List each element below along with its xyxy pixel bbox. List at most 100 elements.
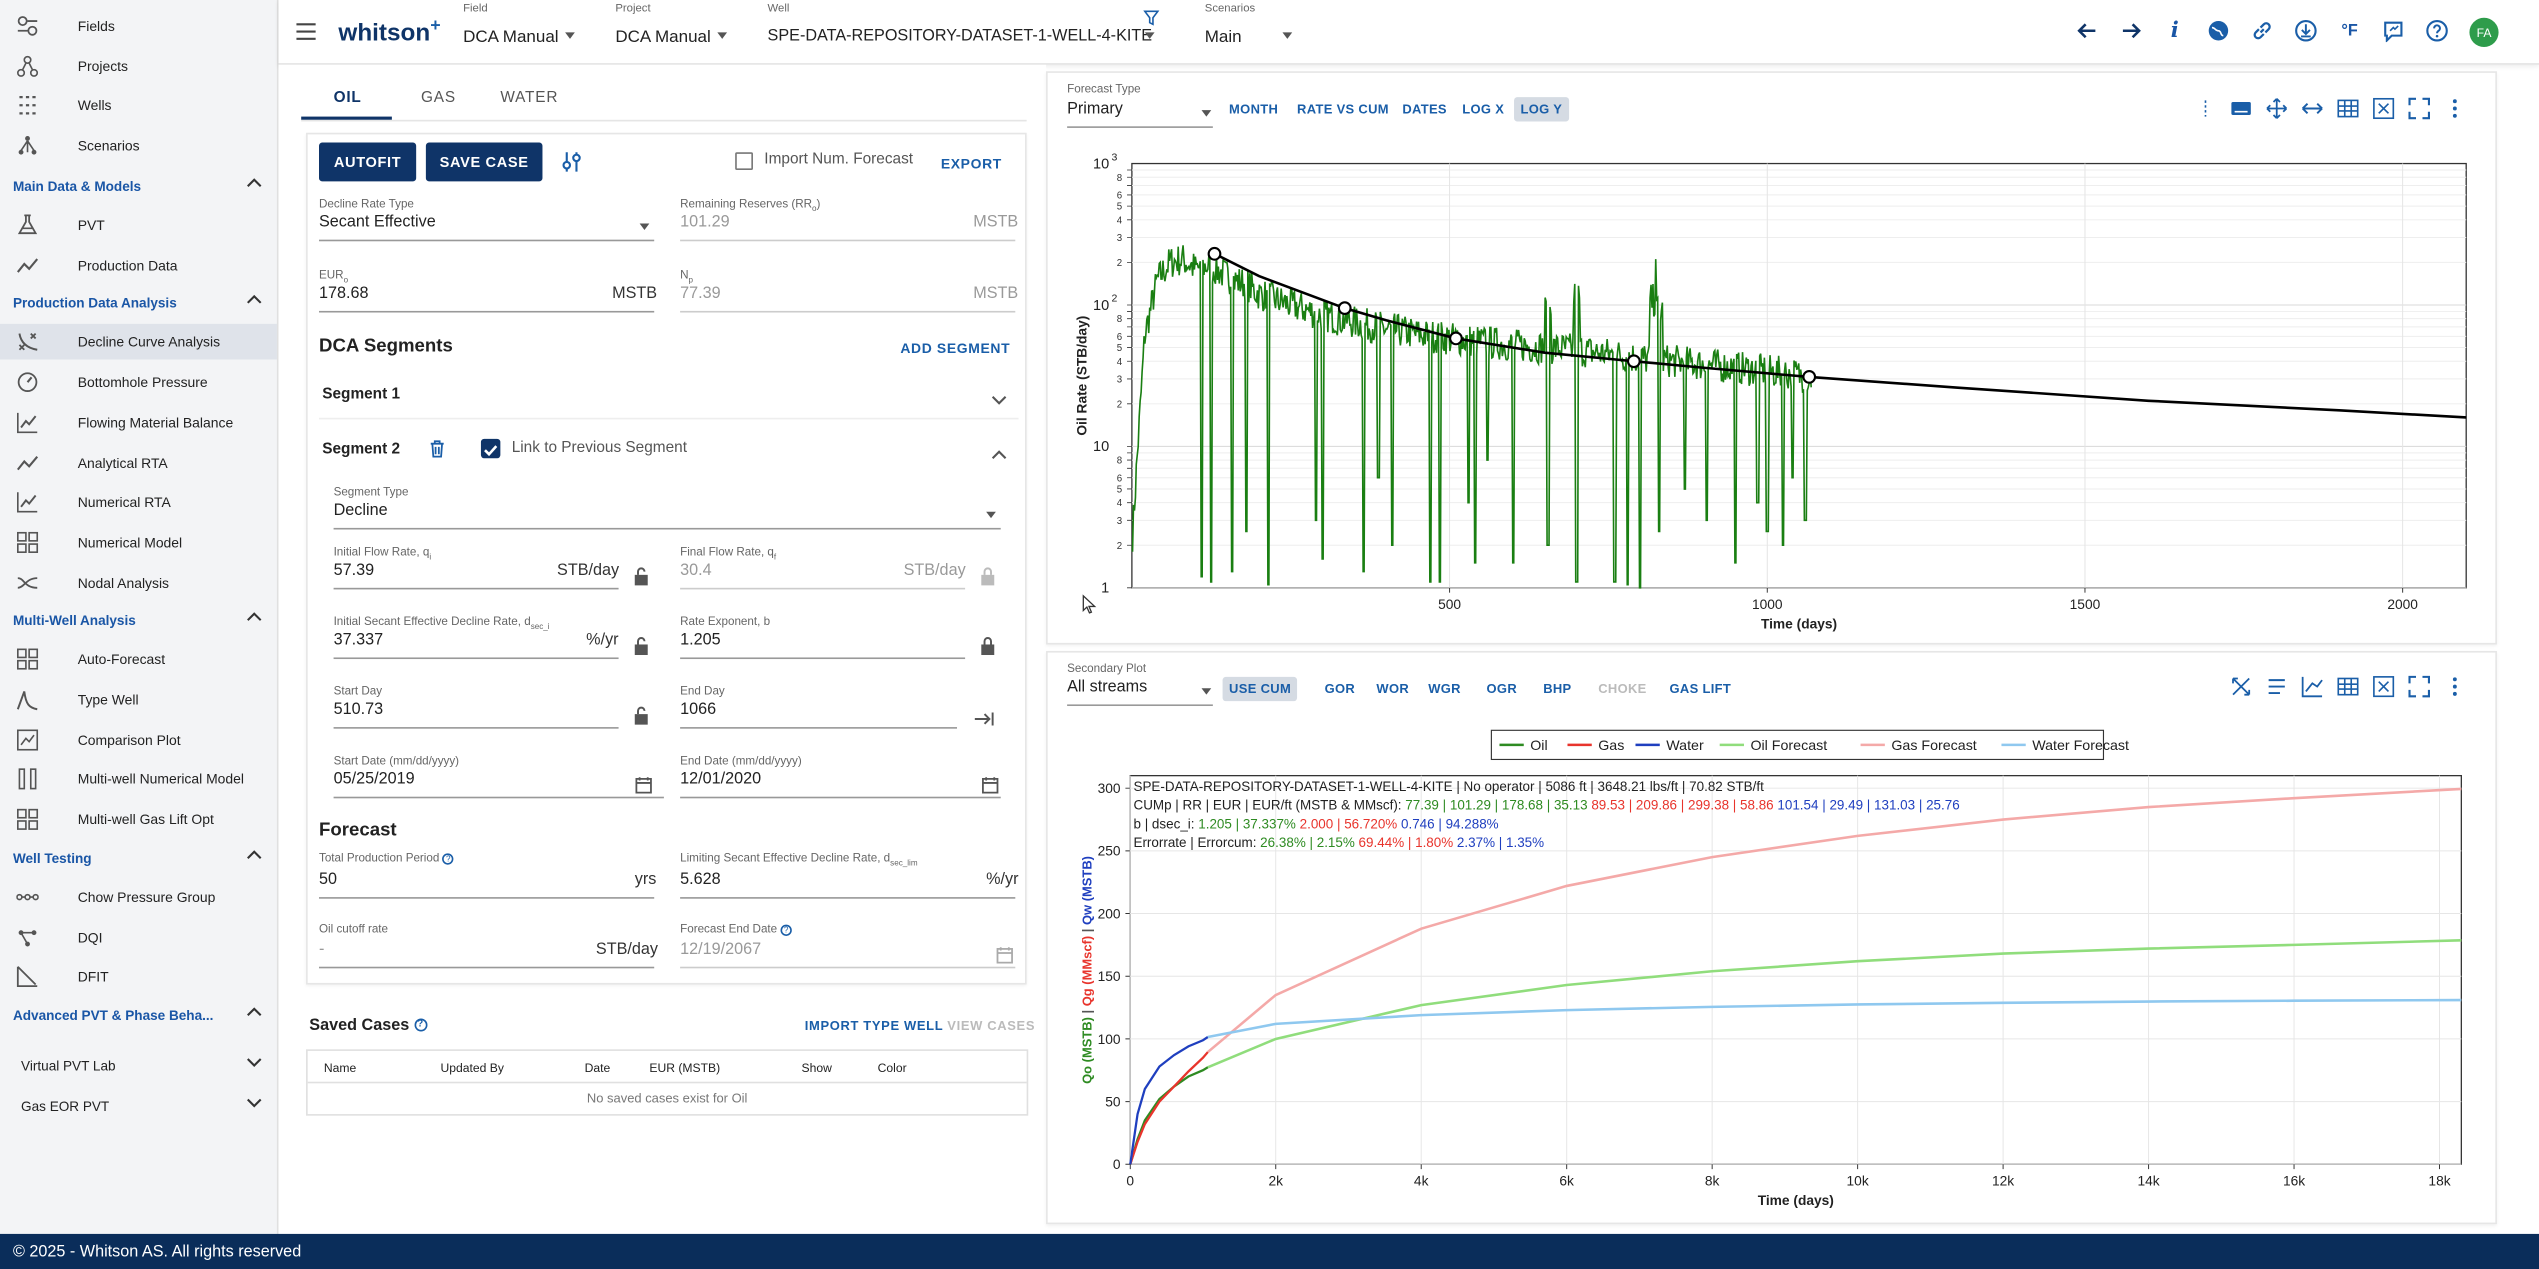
plot-option-button[interactable]: LOG Y bbox=[1514, 97, 1569, 122]
legend-label[interactable]: Oil Forecast bbox=[1750, 738, 1827, 754]
sidebar-item-multi-well-numerical-model[interactable]: Multi-well Numerical Model bbox=[0, 762, 277, 798]
forecast-type-select[interactable]: Primary bbox=[1067, 100, 1123, 119]
globe-icon[interactable] bbox=[2204, 16, 2233, 45]
qi-value[interactable]: 57.39 bbox=[333, 561, 375, 580]
sidebar-item-numerical-model[interactable]: Numerical Model bbox=[0, 524, 277, 560]
fullscreen-icon[interactable] bbox=[2408, 675, 2431, 698]
more-vert-icon[interactable] bbox=[2444, 97, 2467, 120]
project-select[interactable]: Project DCA Manual bbox=[615, 3, 745, 58]
plot-option-button[interactable]: OGR bbox=[1486, 681, 1518, 697]
decline-rate-type-value[interactable]: Secant Effective bbox=[319, 213, 436, 232]
sidebar-item-auto-forecast[interactable]: Auto-Forecast bbox=[0, 642, 277, 678]
sidebar-section-header[interactable]: Multi-Well Analysis bbox=[13, 604, 266, 636]
legend-label[interactable]: Water Forecast bbox=[2032, 738, 2129, 754]
plot-option-button[interactable]: LOG X bbox=[1462, 102, 1505, 117]
segment-handle[interactable] bbox=[1802, 370, 1817, 384]
trash-icon[interactable] bbox=[429, 437, 445, 458]
sidebar-item-flowing-material-balance[interactable]: Flowing Material Balance bbox=[0, 404, 277, 440]
lock-open-icon[interactable] bbox=[633, 565, 649, 586]
segment-handle[interactable] bbox=[1626, 354, 1641, 369]
start-date-value[interactable]: 05/25/2019 bbox=[333, 770, 415, 789]
autofit-button[interactable]: AUTOFIT bbox=[319, 142, 417, 182]
sidebar-item-dfit[interactable]: DFIT bbox=[0, 959, 277, 995]
plot-option-button[interactable]: DATES bbox=[1402, 102, 1447, 117]
sidebar-section-header[interactable]: Advanced PVT & Phase Beha... bbox=[13, 999, 266, 1031]
legend-label[interactable]: Oil bbox=[1530, 738, 1547, 754]
help-icon[interactable]: ? bbox=[442, 852, 454, 865]
tune-icon[interactable] bbox=[560, 151, 583, 174]
sidebar-item-wells[interactable]: Wells bbox=[0, 88, 277, 124]
start-day-value[interactable]: 510.73 bbox=[333, 701, 384, 719]
avatar[interactable]: FA bbox=[2469, 17, 2499, 47]
fullscreen-icon[interactable] bbox=[2408, 97, 2431, 120]
temperature-unit-icon[interactable]: °F bbox=[2341, 21, 2358, 40]
sidebar-item-nodal-analysis[interactable]: Nodal Analysis bbox=[0, 564, 277, 600]
legend-label[interactable]: Gas Forecast bbox=[1891, 738, 1976, 754]
plot-option-button[interactable]: GOR bbox=[1324, 681, 1356, 697]
end-date-value[interactable]: 12/01/2020 bbox=[680, 770, 762, 789]
limiting-decline-value[interactable]: 5.628 bbox=[680, 871, 721, 889]
legend-label[interactable]: Gas bbox=[1598, 738, 1624, 754]
legend-icon[interactable] bbox=[2265, 675, 2288, 698]
autoscale-icon[interactable] bbox=[2230, 675, 2253, 698]
segment-handle[interactable] bbox=[1207, 246, 1222, 261]
legend-label[interactable]: Water bbox=[1666, 738, 1704, 754]
segment-handle[interactable] bbox=[1337, 301, 1352, 316]
plot-option-button[interactable]: GAS LIFT bbox=[1669, 681, 1732, 697]
filter-icon[interactable] bbox=[1143, 5, 1160, 26]
move-icon[interactable] bbox=[2265, 97, 2288, 120]
sidebar-item-comparison-plot[interactable]: Comparison Plot bbox=[0, 722, 277, 758]
segment-handle[interactable] bbox=[1449, 331, 1463, 346]
cumulative-chart[interactable]: 0 50 100 150 200 250 300 0 2k 4k 6k 8k 10k 12k 14k 16k 1… bbox=[1048, 717, 2499, 1225]
chevron-down-icon[interactable] bbox=[991, 385, 1007, 405]
sidebar-item-pvt[interactable]: PVT bbox=[0, 207, 277, 243]
tab-water[interactable]: WATER bbox=[500, 89, 559, 107]
plot-option-button[interactable]: RATE VS CUM bbox=[1297, 102, 1389, 117]
line-chart-icon[interactable] bbox=[2301, 675, 2324, 698]
add-segment-button[interactable]: ADD SEGMENT bbox=[900, 340, 1011, 357]
zoom-box-icon[interactable] bbox=[2372, 675, 2395, 698]
help-icon[interactable] bbox=[2422, 16, 2451, 45]
end-day-value[interactable]: 1066 bbox=[680, 701, 717, 719]
feedback-icon[interactable] bbox=[2379, 16, 2408, 45]
sidebar-item-bottomhole-pressure[interactable]: Bottomhole Pressure bbox=[0, 364, 277, 400]
download-icon[interactable] bbox=[2291, 16, 2320, 45]
field-select[interactable]: Field DCA Manual bbox=[463, 3, 593, 58]
sidebar-item-projects[interactable]: Projects bbox=[0, 48, 277, 84]
tab-oil[interactable]: OIL bbox=[333, 89, 362, 107]
zoom-box-icon[interactable] bbox=[2372, 97, 2395, 120]
plot-option-button[interactable]: BHP bbox=[1543, 681, 1572, 697]
plot-option-button[interactable]: WOR bbox=[1376, 681, 1410, 697]
b-value[interactable]: 1.205 bbox=[680, 631, 721, 650]
lock-open-icon[interactable] bbox=[633, 635, 649, 656]
forward-arrow-icon[interactable] bbox=[2116, 16, 2145, 45]
sidebar-collapsed-group[interactable]: Virtual PVT Lab bbox=[21, 1049, 266, 1081]
back-arrow-icon[interactable] bbox=[2073, 16, 2102, 45]
segment-1-label[interactable]: Segment 1 bbox=[322, 385, 401, 404]
sidebar-item-fields[interactable]: Fields bbox=[0, 8, 277, 44]
calendar-icon[interactable] bbox=[981, 772, 999, 794]
drag-handle-icon[interactable] bbox=[2194, 97, 2217, 120]
sidebar-item-decline-curve-analysis[interactable]: Decline Curve Analysis bbox=[0, 324, 277, 361]
sidebar-item-dqi[interactable]: DQI bbox=[0, 919, 277, 955]
sidebar-item-type-well[interactable]: Type Well bbox=[0, 682, 277, 718]
menu-icon[interactable] bbox=[296, 19, 316, 40]
sidebar-section-header[interactable]: Well Testing bbox=[13, 842, 266, 874]
segment-2-label[interactable]: Segment 2 bbox=[322, 440, 401, 459]
secondary-plot-select[interactable]: All streams bbox=[1067, 678, 1148, 697]
sidebar-section-header[interactable]: Production Data Analysis bbox=[13, 287, 266, 319]
more-vert-icon[interactable] bbox=[2444, 675, 2467, 698]
brand-logo[interactable]: whitson+ bbox=[338, 16, 440, 47]
sidebar-section-header[interactable]: Main Data & Models bbox=[13, 170, 266, 202]
sidebar-item-scenarios[interactable]: Scenarios bbox=[0, 128, 277, 164]
scenario-select[interactable]: Scenarios Main bbox=[1205, 3, 1302, 58]
tab-gas[interactable]: GAS bbox=[421, 89, 456, 107]
plot-option-button[interactable]: WGR bbox=[1428, 681, 1461, 697]
help-icon[interactable]: ? bbox=[780, 923, 792, 936]
sidebar-item-chow-pressure-group[interactable]: Chow Pressure Group bbox=[0, 879, 277, 915]
lock-icon[interactable] bbox=[980, 635, 996, 656]
dsec-value[interactable]: 37.337 bbox=[333, 631, 384, 650]
link-icon[interactable] bbox=[2248, 16, 2277, 45]
link-previous-checkbox[interactable] bbox=[480, 438, 501, 459]
calendar-icon[interactable] bbox=[635, 772, 653, 794]
